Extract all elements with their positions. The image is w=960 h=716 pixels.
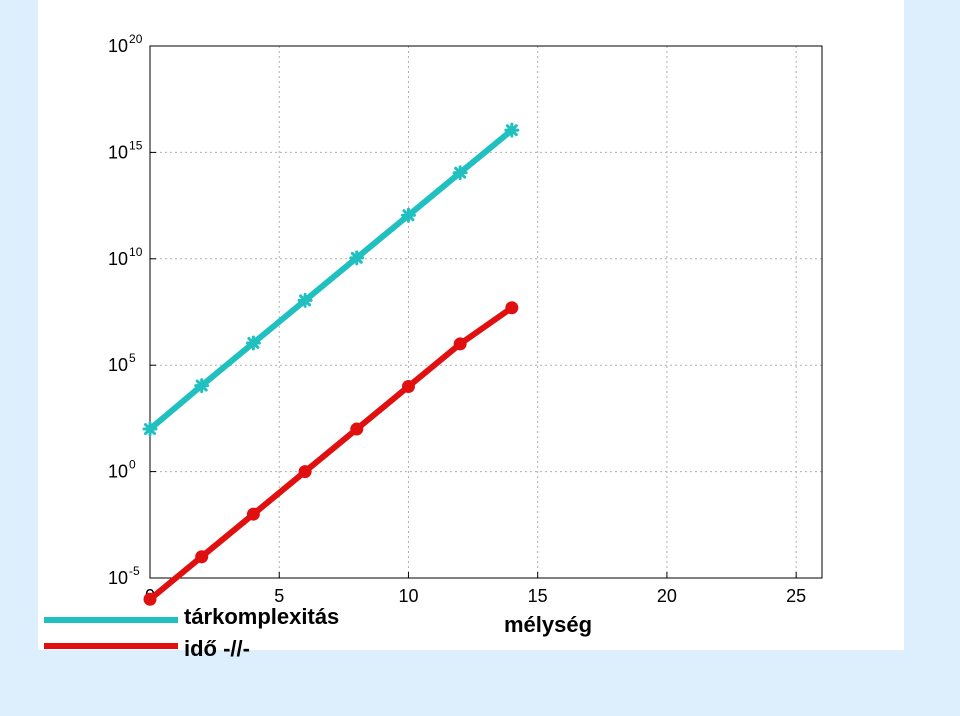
data-point (401, 379, 415, 393)
data-point (142, 421, 158, 437)
y-tick-label: 1010 (108, 245, 143, 269)
legend-swatch-space (44, 617, 178, 623)
data-point (505, 301, 519, 315)
series-1 (143, 301, 519, 606)
series-layer (142, 122, 520, 606)
data-point (194, 378, 210, 394)
legend-label-time: idő -//- (184, 636, 250, 661)
legend-swatch-time (44, 643, 178, 649)
series-0 (142, 122, 520, 437)
plot-frame (149, 45, 823, 579)
x-tick-label: 10 (398, 586, 418, 606)
data-point (400, 207, 416, 223)
y-tick-label: 1015 (108, 138, 143, 162)
x-tick-label: 20 (657, 586, 677, 606)
legend-item-space: tárkomplexitás (44, 604, 364, 634)
x-tick-label: 15 (528, 586, 548, 606)
data-point (504, 122, 520, 138)
data-point (195, 550, 209, 564)
data-point (349, 250, 365, 266)
x-tick-label: 5 (274, 586, 284, 606)
y-tick-label: 10-5 (108, 564, 140, 588)
legend-label-space: tárkomplexitás (184, 604, 340, 629)
data-point (350, 422, 364, 436)
data-point (452, 165, 468, 181)
data-point (143, 592, 157, 606)
series-line (147, 304, 515, 603)
data-point (297, 292, 313, 308)
data-point (245, 335, 261, 351)
legend-item-time: idő -//- (44, 634, 364, 664)
x-axis-label: mélység (504, 612, 593, 637)
data-point (453, 337, 467, 351)
y-tick-label: 100 (108, 458, 136, 482)
y-tick-label: 105 (108, 351, 136, 375)
x-tick-label: 25 (786, 586, 806, 606)
data-point (246, 507, 260, 521)
series-line (147, 127, 515, 433)
grid (150, 46, 822, 578)
y-tick-label: 1020 (108, 32, 143, 56)
data-point (298, 465, 312, 479)
